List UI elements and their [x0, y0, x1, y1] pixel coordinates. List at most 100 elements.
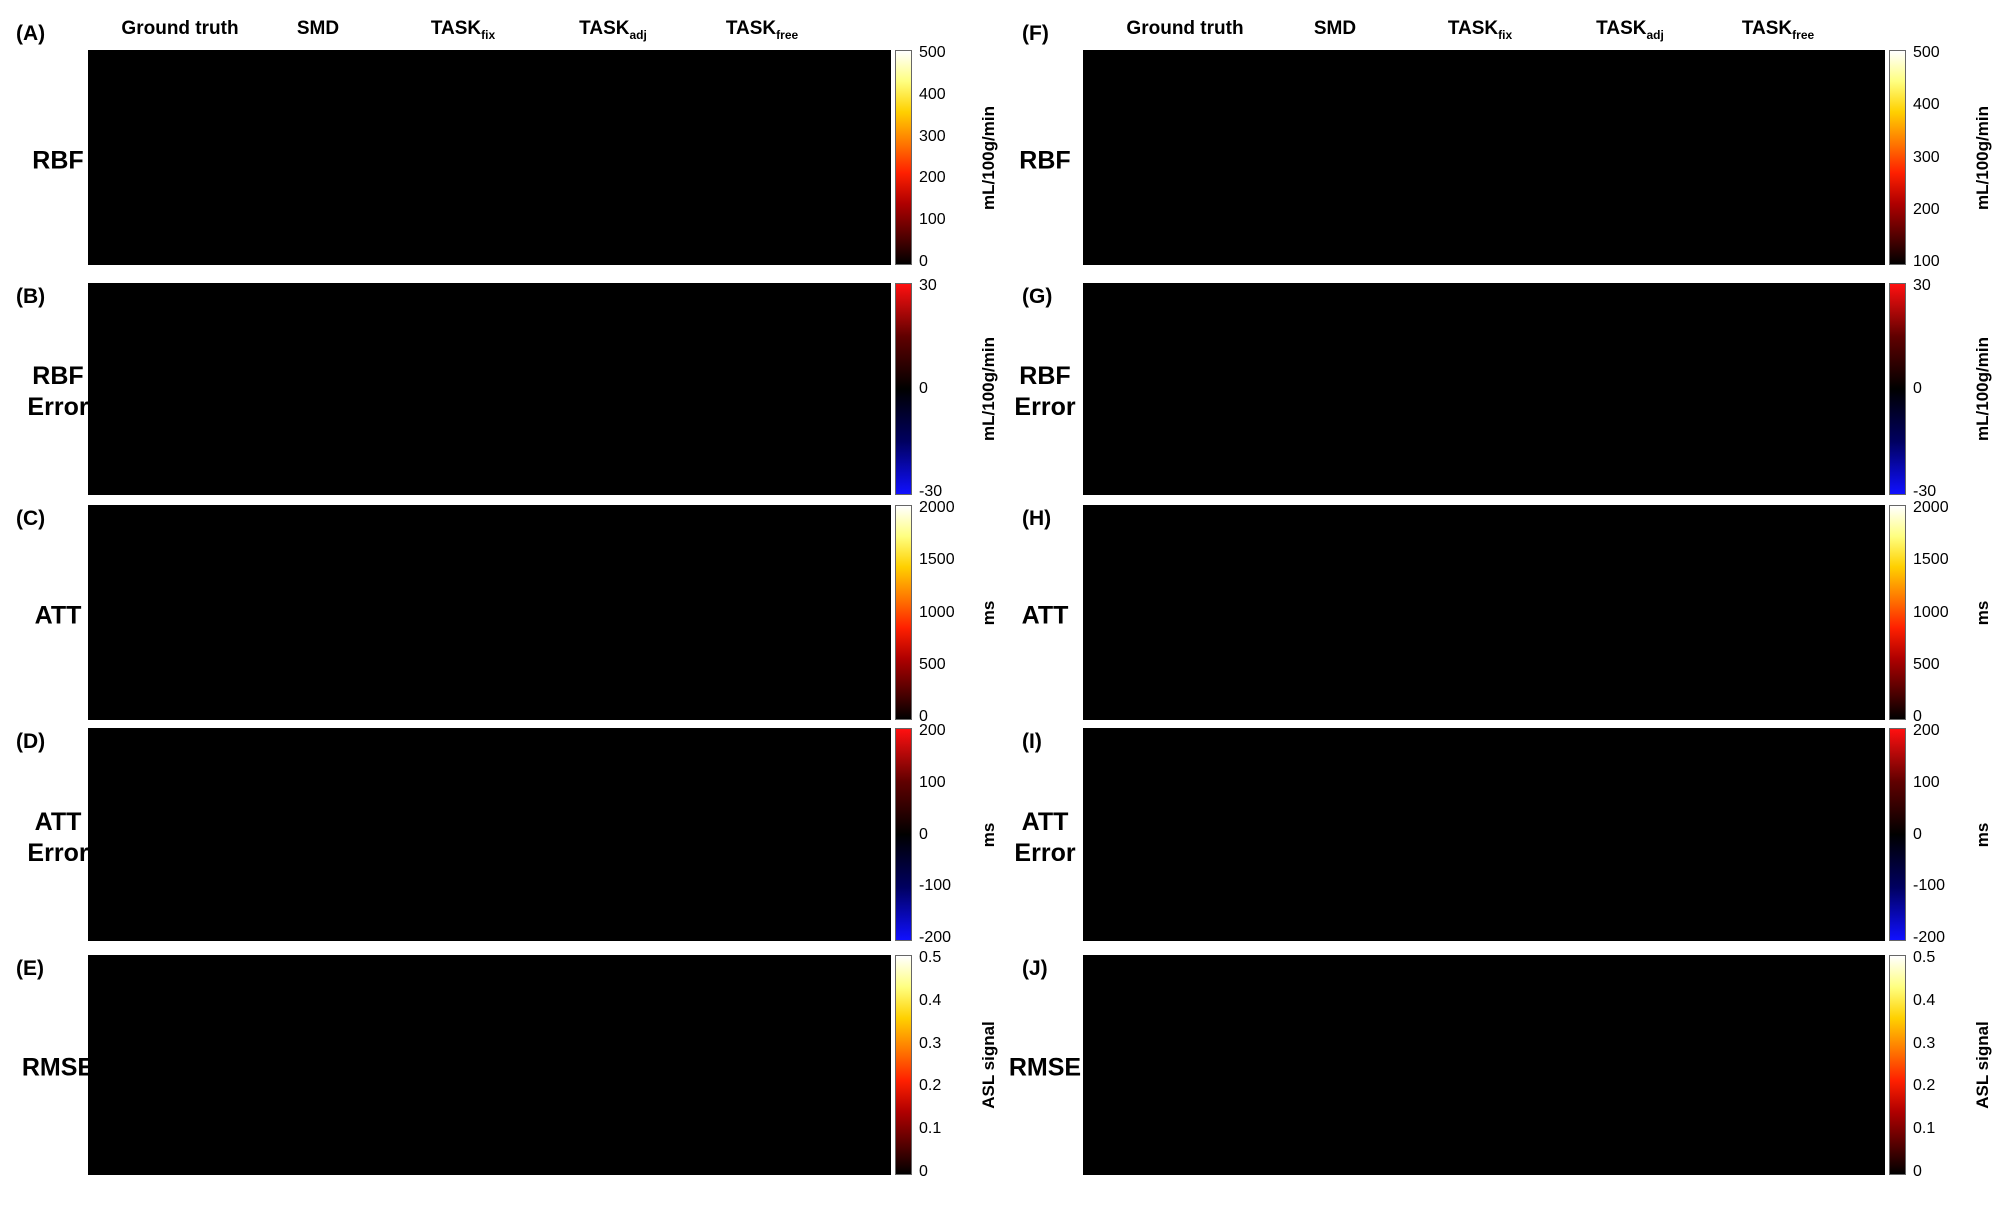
column-header-main: Ground truth [1126, 18, 1243, 39]
kidney-map [470, 973, 524, 1060]
kidney-map [1342, 521, 1396, 609]
kidney-map [770, 166, 822, 251]
colorbar-tick: 400 [919, 86, 946, 104]
kidney-map [325, 67, 379, 153]
kidney-map [1718, 746, 1770, 830]
column-header-sub: fix [1498, 28, 1512, 42]
colorbar-tick: 1500 [919, 551, 955, 569]
kidney-map [470, 66, 524, 153]
kidney-map [1125, 975, 1178, 1058]
kidney-map [1487, 973, 1541, 1061]
kidney-map [703, 523, 754, 608]
kidney-map [403, 975, 455, 1058]
colorbar-unit: ms [1973, 600, 1993, 625]
row-label: RMSE [22, 1053, 94, 1084]
colorbar-tick: 0.1 [919, 1120, 941, 1138]
colorbar-tick: 0 [919, 826, 928, 844]
kidney-map [471, 397, 523, 483]
colorbar-unit: mL/100g/min [1973, 337, 1993, 441]
kidney-maps [88, 50, 891, 265]
column-header: TASKadj [579, 18, 647, 42]
kidney-map [1420, 301, 1472, 383]
kidney-map [703, 1075, 753, 1161]
kidney-map [1421, 975, 1472, 1058]
kidney-map [188, 166, 241, 251]
map-panel [1083, 505, 1885, 720]
column-header: SMD [1314, 18, 1356, 40]
kidney-map [259, 621, 309, 707]
colorbar-tick: 0.1 [1913, 1120, 1935, 1138]
kidney-map [1637, 973, 1691, 1060]
kidney-map [1718, 523, 1770, 606]
kidney-map [259, 843, 309, 929]
kidney-map [553, 302, 605, 385]
kidney-map [621, 397, 673, 483]
kidney-map [404, 523, 455, 607]
kidney-map [621, 621, 673, 706]
kidney-map [1718, 302, 1770, 384]
colorbar-tick: 500 [1913, 656, 1940, 674]
kidney-map [770, 1075, 823, 1161]
kidney-map [403, 68, 455, 151]
kidney-map [120, 524, 172, 608]
colorbar-tick: 100 [919, 211, 946, 229]
colorbar-tick: 0 [919, 1163, 928, 1181]
kidney-map [621, 843, 673, 928]
row-label: RBF [1019, 145, 1070, 176]
column-header-main: TASK [1742, 18, 1792, 39]
kidney-map [1127, 1075, 1176, 1161]
kidney-map [620, 299, 674, 386]
kidney-map [1343, 621, 1395, 706]
kidney-map [769, 521, 823, 609]
kidney-map [1275, 746, 1326, 829]
kidney-maps [1083, 728, 1885, 941]
kidney-map [553, 975, 605, 1059]
colorbar [1889, 955, 1906, 1175]
kidney-map [258, 974, 310, 1058]
row-label-line: RMSE [1009, 1053, 1081, 1084]
map-panel [88, 50, 891, 265]
kidney-map [1277, 166, 1327, 252]
kidney-map [1719, 1075, 1769, 1160]
colorbar-tick: -100 [1913, 877, 1945, 895]
kidney-map [1342, 67, 1396, 153]
colorbar [895, 505, 912, 720]
panel-letter: (J) [1022, 957, 1048, 981]
kidney-map [1193, 1075, 1245, 1160]
kidney-map [1637, 522, 1691, 608]
kidney-map [326, 397, 378, 482]
kidney-map [258, 70, 310, 152]
kidney-map [326, 844, 378, 930]
kidney-map [189, 621, 240, 706]
kidney-map [554, 843, 603, 928]
kidney-maps [88, 505, 891, 720]
row-label-line: ATT [35, 600, 82, 631]
map-panel [1083, 50, 1885, 265]
kidney-map [1785, 974, 1839, 1060]
kidney-map [1193, 621, 1245, 707]
kidney-map [187, 522, 241, 609]
row-label: ATT [1022, 600, 1069, 631]
kidney-map [703, 166, 753, 251]
kidney-map [1487, 522, 1541, 609]
colorbar-unit: mL/100g/min [979, 337, 999, 441]
kidney-map [326, 298, 379, 386]
colorbar-tick: 100 [919, 774, 946, 792]
kidney-map [1638, 66, 1692, 153]
map-panel [88, 283, 891, 495]
kidney-map [1193, 167, 1246, 252]
kidney-map [1785, 744, 1839, 832]
kidney-map [554, 399, 603, 484]
kidney-map [1275, 523, 1326, 607]
column-header-sub: free [1792, 28, 1814, 42]
kidney-map [471, 1076, 523, 1161]
kidney-map [121, 167, 171, 252]
column-header-main: TASK [1448, 18, 1498, 39]
kidney-map [1125, 69, 1176, 152]
row-label-line: Error [1014, 392, 1075, 423]
colorbar-tick: 1000 [1913, 604, 1949, 622]
kidney-map [1344, 1075, 1395, 1161]
panel-letter: (E) [16, 957, 44, 981]
kidney-map [703, 397, 753, 482]
colorbar-unit: ASL signal [1973, 1021, 1993, 1109]
